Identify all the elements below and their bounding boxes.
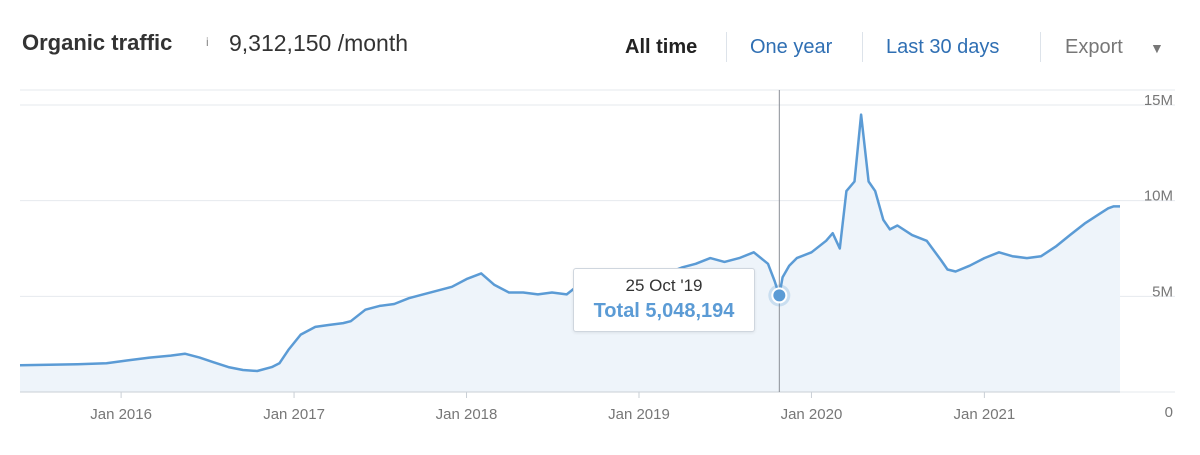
- range-one-year[interactable]: One year: [750, 36, 833, 58]
- tooltip-date: 25 Oct '19: [625, 276, 703, 295]
- x-tick-label: Jan 2019: [608, 406, 670, 423]
- range-divider: [862, 32, 863, 62]
- x-tick-label: Jan 2021: [954, 406, 1016, 423]
- tooltip-total: Total 5,048,194: [593, 300, 735, 322]
- monthly-traffic-value: 9,312,150 /month: [229, 30, 409, 56]
- x-tick-label: Jan 2016: [90, 406, 152, 423]
- x-tick-label: Jan 2017: [263, 406, 325, 423]
- hover-point: [771, 287, 788, 304]
- chevron-down-icon[interactable]: ▼: [1150, 40, 1164, 56]
- chart-header: Organic traffic i 9,312,150 /month All t…: [0, 0, 1200, 90]
- y-tick-label: 15M: [1144, 92, 1173, 109]
- x-tick-label: Jan 2020: [781, 406, 843, 423]
- x-tick-label: Jan 2018: [436, 406, 498, 423]
- y-tick-label: 5M: [1152, 283, 1173, 300]
- export-button[interactable]: Export: [1065, 36, 1123, 58]
- range-divider: [726, 32, 727, 62]
- range-all-time[interactable]: All time: [625, 36, 698, 58]
- series-area: [20, 114, 1120, 392]
- y-tick-label: 10M: [1144, 188, 1173, 205]
- data-tooltip: 25 Oct '19 Total 5,048,194: [573, 268, 755, 332]
- range-last-30-days[interactable]: Last 30 days: [886, 36, 1000, 58]
- chart-title: Organic traffic: [22, 30, 173, 55]
- info-icon[interactable]: i: [206, 35, 209, 49]
- y-tick-label: 0: [1165, 404, 1173, 421]
- range-divider: [1040, 32, 1041, 62]
